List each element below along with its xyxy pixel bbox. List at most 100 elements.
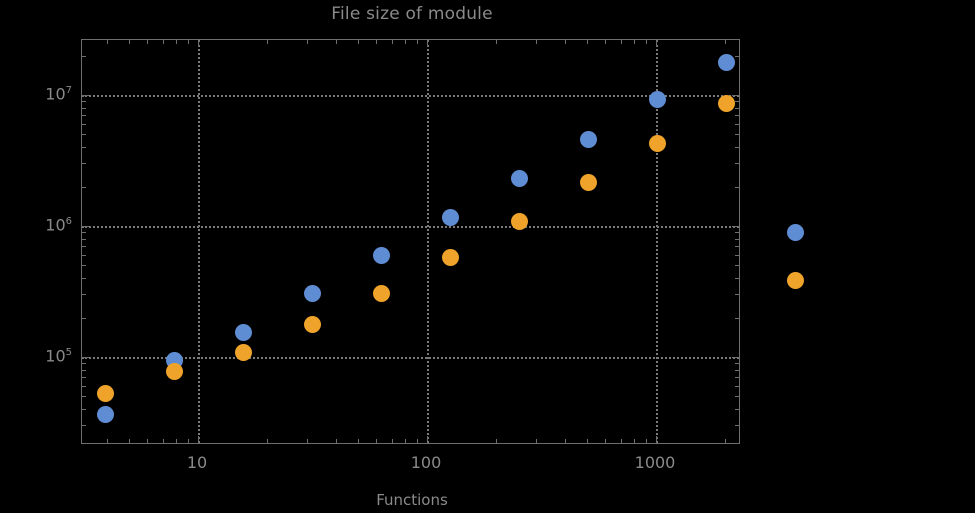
x-axis-tick bbox=[656, 436, 657, 443]
x-axis-tick bbox=[198, 436, 199, 443]
y-axis-minor-tick bbox=[82, 186, 86, 188]
y-axis-minor-tick bbox=[735, 396, 739, 398]
x-axis-minor-tick bbox=[645, 439, 647, 443]
y-axis-tick bbox=[732, 95, 739, 96]
x-axis-minor-tick bbox=[564, 439, 566, 443]
x-axis-minor-tick bbox=[620, 439, 622, 443]
x-axis-minor-tick bbox=[536, 439, 538, 443]
y-axis-minor-tick bbox=[735, 246, 739, 248]
y-axis-minor-tick bbox=[735, 124, 739, 126]
x-axis-minor-tick bbox=[266, 439, 268, 443]
y-axis-minor-tick bbox=[82, 255, 86, 257]
data-point bbox=[717, 53, 735, 71]
x-axis-tick bbox=[656, 40, 657, 47]
y-axis-tick bbox=[732, 357, 739, 358]
x-axis-tick bbox=[198, 40, 199, 47]
data-point bbox=[648, 91, 666, 109]
x-axis-minor-tick bbox=[391, 439, 393, 443]
y-axis-tick bbox=[82, 357, 89, 358]
y-axis-minor-tick bbox=[735, 115, 739, 117]
x-axis-minor-tick bbox=[307, 40, 309, 44]
data-point bbox=[373, 247, 391, 265]
data-point bbox=[373, 284, 391, 302]
x-gridline bbox=[656, 40, 658, 443]
x-gridline bbox=[198, 40, 200, 443]
y-axis-minor-tick bbox=[735, 55, 739, 57]
data-point bbox=[304, 315, 322, 333]
x-axis-minor-tick bbox=[605, 439, 607, 443]
y-axis-tick bbox=[82, 226, 89, 227]
x-axis-minor-tick bbox=[587, 439, 589, 443]
y-axis-minor-tick bbox=[82, 396, 86, 398]
plot-area bbox=[81, 39, 740, 444]
data-point bbox=[166, 363, 184, 381]
x-gridline bbox=[427, 40, 429, 443]
y-axis-minor-tick bbox=[735, 278, 739, 280]
y-tick-label: 106 bbox=[45, 215, 72, 235]
y-gridline bbox=[82, 357, 739, 359]
x-axis-minor-tick bbox=[416, 40, 418, 44]
data-point bbox=[304, 284, 322, 302]
x-axis-minor-tick bbox=[724, 439, 726, 443]
x-axis-minor-tick bbox=[307, 439, 309, 443]
x-axis-minor-tick bbox=[106, 439, 108, 443]
x-axis-minor-tick bbox=[147, 439, 149, 443]
x-tick-label: 10 bbox=[186, 453, 208, 472]
y-axis-minor-tick bbox=[82, 425, 86, 427]
y-axis-minor-tick bbox=[82, 377, 86, 379]
y-axis-minor-tick bbox=[735, 147, 739, 149]
x-axis-minor-tick bbox=[358, 439, 360, 443]
data-point bbox=[442, 249, 460, 267]
x-axis-minor-tick bbox=[605, 40, 607, 44]
x-tick-label: 100 bbox=[410, 453, 442, 472]
y-axis-minor-tick bbox=[82, 317, 86, 319]
y-axis-minor-tick bbox=[735, 294, 739, 296]
y-axis-minor-tick bbox=[82, 369, 86, 371]
y-axis-minor-tick bbox=[82, 55, 86, 57]
x-axis-label: Functions bbox=[376, 491, 448, 509]
x-axis-minor-tick bbox=[587, 40, 589, 44]
y-axis-minor-tick bbox=[735, 317, 739, 319]
x-axis-tick bbox=[427, 436, 428, 443]
y-axis-minor-tick bbox=[82, 265, 86, 267]
y-axis-minor-tick bbox=[82, 107, 86, 109]
y-axis-minor-tick bbox=[82, 246, 86, 248]
x-axis-minor-tick bbox=[391, 40, 393, 44]
chart-title: File size of module bbox=[331, 4, 493, 24]
x-axis-minor-tick bbox=[129, 439, 131, 443]
y-axis-tick bbox=[82, 95, 89, 96]
x-axis-minor-tick bbox=[162, 439, 164, 443]
y-axis-minor-tick bbox=[735, 134, 739, 136]
y-axis-minor-tick bbox=[735, 386, 739, 388]
y-axis-minor-tick bbox=[735, 369, 739, 371]
x-axis-minor-tick bbox=[358, 40, 360, 44]
y-axis-minor-tick bbox=[735, 265, 739, 267]
data-point bbox=[235, 343, 253, 361]
y-axis-minor-tick bbox=[82, 231, 86, 233]
data-point bbox=[510, 213, 528, 231]
y-tick-label: 107 bbox=[45, 84, 72, 104]
x-axis-minor-tick bbox=[266, 40, 268, 44]
x-axis-minor-tick bbox=[495, 40, 497, 44]
x-axis-minor-tick bbox=[162, 40, 164, 44]
x-axis-minor-tick bbox=[106, 40, 108, 44]
x-axis-minor-tick bbox=[129, 40, 131, 44]
x-axis-minor-tick bbox=[175, 439, 177, 443]
y-axis-minor-tick bbox=[735, 377, 739, 379]
data-point bbox=[648, 134, 666, 152]
x-axis-minor-tick bbox=[633, 40, 635, 44]
y-axis-minor-tick bbox=[735, 409, 739, 411]
x-axis-minor-tick bbox=[376, 439, 378, 443]
y-axis-minor-tick bbox=[735, 100, 739, 102]
data-point bbox=[579, 130, 597, 148]
data-point bbox=[786, 271, 804, 289]
x-axis-minor-tick bbox=[620, 40, 622, 44]
y-axis-minor-tick bbox=[82, 278, 86, 280]
x-axis-minor-tick bbox=[175, 40, 177, 44]
x-axis-minor-tick bbox=[416, 439, 418, 443]
y-axis-minor-tick bbox=[735, 425, 739, 427]
x-axis-minor-tick bbox=[633, 439, 635, 443]
y-axis-minor-tick bbox=[735, 163, 739, 165]
y-axis-minor-tick bbox=[82, 294, 86, 296]
